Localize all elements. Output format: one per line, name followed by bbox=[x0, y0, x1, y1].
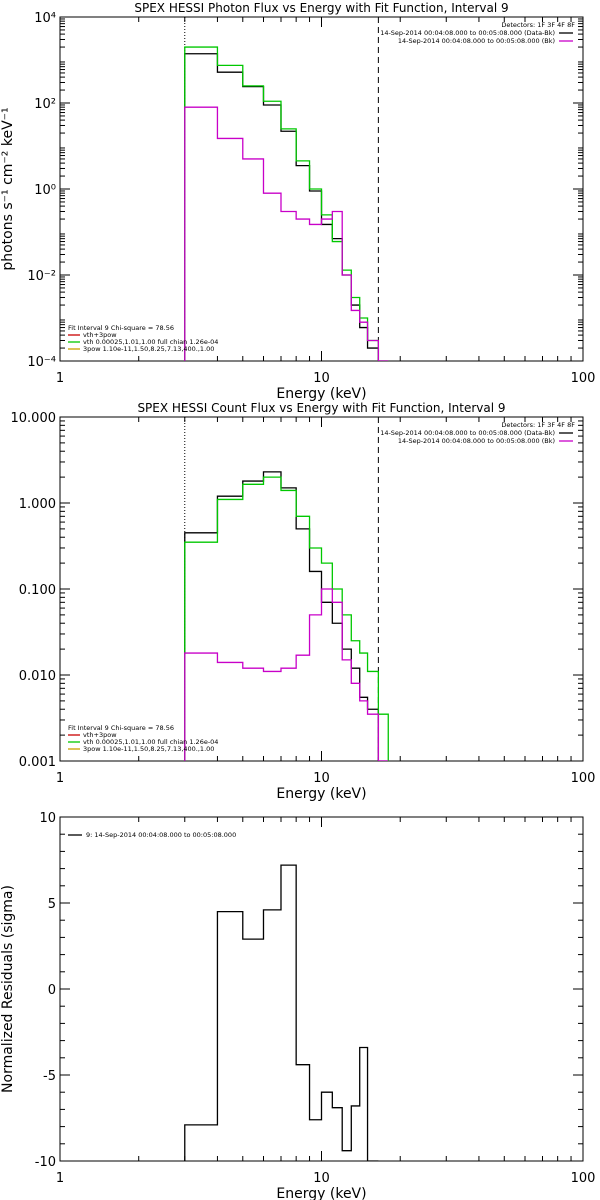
y-tick-label: 0.001 bbox=[19, 755, 56, 770]
y-tick-label: 0.010 bbox=[19, 669, 56, 684]
fit-legend-label: vth+3pow bbox=[83, 731, 117, 739]
y-tick-label: 10 bbox=[39, 811, 56, 826]
y-tick-label: -5 bbox=[43, 1069, 56, 1084]
y-tick-label: 10⁻⁴ bbox=[27, 355, 56, 370]
y-tick-label: 10.000 bbox=[11, 411, 57, 426]
black-spectrum-line bbox=[184, 53, 389, 361]
x-tick-label: 10 bbox=[313, 371, 330, 386]
magenta-spectrum-line bbox=[184, 106, 389, 361]
data-layer bbox=[184, 864, 379, 1161]
y-tick-label: 10⁰ bbox=[34, 183, 56, 198]
fit-legend-label: 3pow 1.10e-11,1.50,8.25,7.13,400.,1.00 bbox=[83, 345, 214, 353]
y-tick-label: 0 bbox=[48, 983, 56, 998]
x-tick-label: 10 bbox=[313, 771, 330, 786]
x-tick-label: 1 bbox=[56, 771, 64, 786]
x-axis-label: Energy (keV) bbox=[276, 1186, 366, 1200]
legend-label: 14-Sep-2014 00:04:08.000 to 00:05:08.000… bbox=[380, 429, 555, 437]
fit-legend: Fit Interval 9 Chi-square = 78.56vth+3po… bbox=[68, 324, 218, 353]
y-tick-label: 10² bbox=[34, 97, 56, 112]
green-spectrum-line bbox=[184, 46, 389, 361]
legend-header: Detectors: 1F 3F 4F 8F bbox=[501, 421, 575, 429]
legend-label: 9: 14-Sep-2014 00:04:08.000 to 00:05:08.… bbox=[86, 831, 236, 839]
x-tick-label: 100 bbox=[571, 1171, 596, 1186]
fit-legend-label: 3pow 1.10e-11,1.50,8.25,7.13,400.,1.00 bbox=[83, 745, 214, 753]
panel-2: 1 10 100 0.001 0.010 0.100 1.000 10.000 SPEX HES… bbox=[11, 401, 596, 802]
chart-title: SPEX HESSI Photon Flux vs Energy with Fi… bbox=[134, 1, 508, 15]
fit-legend-label: vth 0.00025,1.01,1.00 full chian 1.26e-0… bbox=[83, 738, 218, 746]
x-tick-label: 100 bbox=[571, 371, 596, 386]
fit-header: Fit Interval 9 Chi-square = 78.56 bbox=[68, 324, 174, 332]
y-tick-label: 0.100 bbox=[19, 583, 56, 598]
data-layer bbox=[184, 471, 389, 761]
panel-1: 1 10 100 10⁻⁴ 10⁻² 10⁰ 10² 10⁴ SPEX HESSI Photon… bbox=[0, 1, 595, 402]
y-tick-label: 1.000 bbox=[19, 497, 56, 512]
fit-header: Fit Interval 9 Chi-square = 78.56 bbox=[68, 724, 174, 732]
legend: 9: 14-Sep-2014 00:04:08.000 to 00:05:08.… bbox=[68, 831, 236, 839]
legend-label: 14-Sep-2014 00:04:08.000 to 00:05:08.000… bbox=[380, 29, 555, 37]
x-tick-label: 10 bbox=[313, 1171, 330, 1186]
magenta-spectrum-line bbox=[184, 588, 389, 761]
fit-legend-label: vth+3pow bbox=[83, 331, 117, 339]
legend-label: 14-Sep-2014 00:04:08.000 to 00:05:08.000… bbox=[398, 437, 555, 445]
y-axis-label: Normalized Residuals (sigma) bbox=[0, 885, 16, 1093]
legend-label: 14-Sep-2014 00:04:08.000 to 00:05:08.000… bbox=[398, 37, 555, 45]
x-tick-label: 1 bbox=[56, 371, 64, 386]
x-axis-label: Energy (keV) bbox=[276, 786, 366, 802]
chart-title: SPEX HESSI Count Flux vs Energy with Fit… bbox=[137, 401, 505, 415]
y-tick-label: -10 bbox=[35, 1155, 56, 1170]
black-spectrum-line bbox=[184, 471, 389, 761]
y-tick-label: 5 bbox=[48, 897, 56, 912]
x-axis-label: Energy (keV) bbox=[276, 386, 366, 402]
x-tick-label: 1 bbox=[56, 1171, 64, 1186]
y-axis-label: photons s⁻¹ cm⁻² keV⁻¹ bbox=[0, 107, 16, 270]
y-tick-label: 10⁴ bbox=[34, 11, 56, 26]
green-spectrum-line bbox=[184, 476, 389, 761]
black-spectrum-line bbox=[184, 864, 379, 1161]
fit-legend-label: vth 0.00025,1.01,1.00 full chian 1.26e-0… bbox=[83, 338, 218, 346]
y-tick-label: 10⁻² bbox=[27, 269, 56, 284]
data-layer bbox=[184, 46, 389, 361]
x-tick-label: 100 bbox=[571, 771, 596, 786]
fit-legend: Fit Interval 9 Chi-square = 78.56vth+3po… bbox=[68, 724, 218, 753]
legend-header: Detectors: 1F 3F 4F 8F bbox=[501, 21, 575, 29]
